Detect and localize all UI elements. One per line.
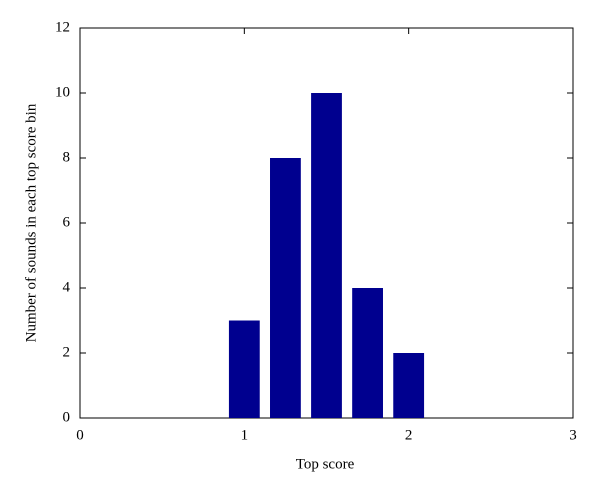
bar — [352, 288, 383, 418]
bar — [270, 158, 301, 418]
y-tick-label: 4 — [63, 279, 71, 295]
y-tick-label: 2 — [63, 344, 71, 360]
y-tick-label: 8 — [63, 149, 71, 165]
bar — [311, 93, 342, 418]
bar — [393, 353, 425, 418]
y-tick-label: 0 — [63, 409, 71, 425]
y-tick-label: 12 — [55, 19, 70, 35]
y-axis-label: Number of sounds in each top score bin — [23, 103, 39, 342]
x-tick-label: 3 — [569, 427, 577, 443]
x-tick-label: 0 — [76, 427, 84, 443]
bar — [228, 320, 260, 418]
y-tick-label: 6 — [63, 214, 71, 230]
x-axis-label: Top score — [296, 456, 355, 472]
y-tick-label: 10 — [55, 84, 70, 100]
x-tick-label: 1 — [241, 427, 249, 443]
x-tick-label: 2 — [405, 427, 413, 443]
